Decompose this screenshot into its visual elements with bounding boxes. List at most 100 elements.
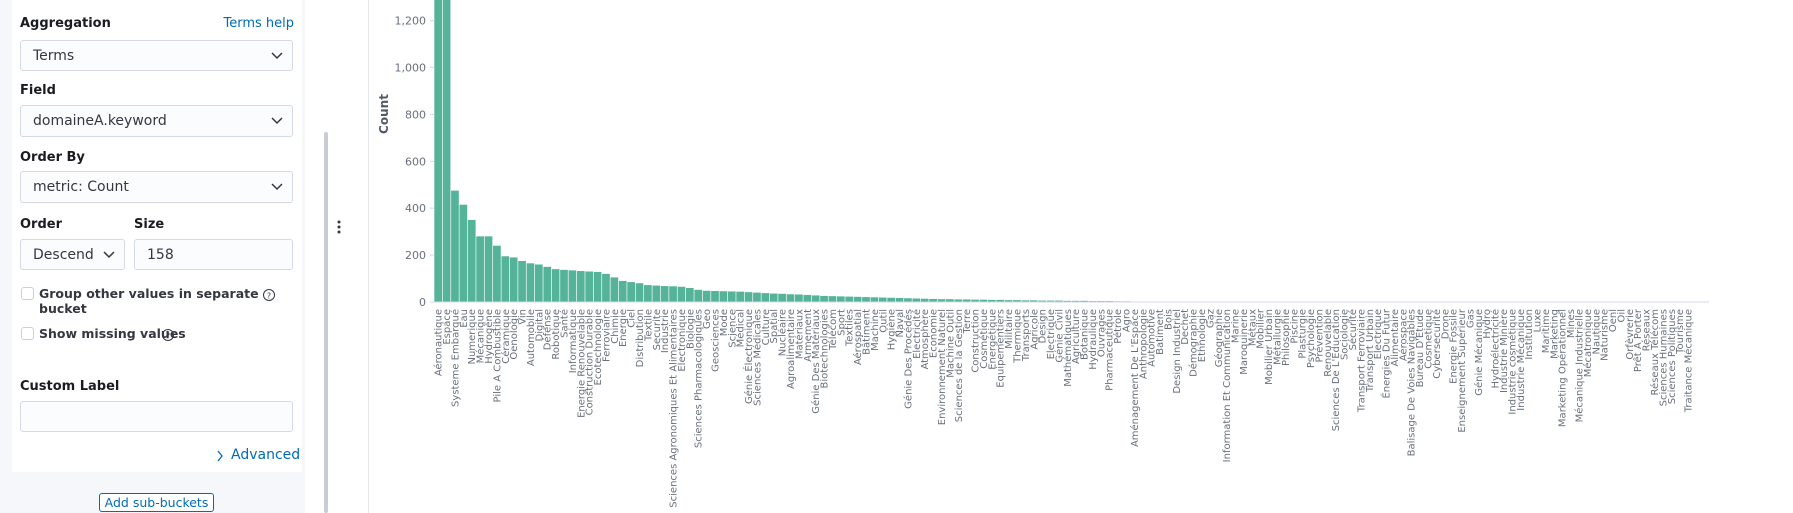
- x-tick-label: Automobile: [526, 309, 537, 366]
- x-tick-label: Génie Des Procédés: [902, 309, 914, 409]
- order-by-select[interactable]: metric: Count: [20, 171, 293, 203]
- advanced-toggle[interactable]: Advanced: [231, 447, 301, 463]
- x-tick-label: Plasturgie: [1298, 309, 1309, 359]
- bar: [644, 285, 652, 302]
- x-tick-label: Batiment: [1155, 309, 1166, 355]
- x-tick-label: Gas: [1465, 309, 1476, 328]
- x-tick-label: Construction Durable: [585, 309, 596, 415]
- x-tick-label: Sécurité: [1347, 309, 1359, 350]
- bar: [786, 294, 795, 302]
- x-tick-label: Tourisme: [1675, 309, 1686, 355]
- help-icon[interactable]: ?: [262, 288, 276, 302]
- bar: [1046, 300, 1055, 302]
- x-tick-label: Chimie: [610, 309, 621, 344]
- x-tick-label: Marketing Opérationnel: [1557, 309, 1569, 427]
- bar: [761, 293, 770, 302]
- x-tick-label: Science: [727, 309, 738, 348]
- x-tick-label: Vin: [518, 309, 529, 325]
- x-tick-label: Mines: [1566, 309, 1577, 338]
- bar: [685, 287, 694, 302]
- add-sub-buckets-button[interactable]: Add sub-buckets: [99, 493, 214, 512]
- bar: [702, 290, 711, 302]
- x-tick-label: Electronique: [677, 309, 688, 372]
- chevron: [271, 117, 283, 125]
- bar: [929, 298, 937, 302]
- x-tick-label: Aérospatial: [852, 309, 864, 365]
- x-tick-label: Equipementiers: [996, 309, 1007, 388]
- x-tick-label: Outil: [878, 309, 889, 333]
- x-tick-label: Transports: [1021, 309, 1032, 362]
- x-tick-label: Hygiène: [886, 309, 898, 350]
- x-tick-label: Energie: [618, 309, 629, 347]
- bar: [744, 292, 753, 302]
- bar: [1063, 300, 1072, 302]
- bar: [526, 263, 535, 302]
- x-tick-label: Génie Mécanique: [1473, 309, 1485, 396]
- x-tick-label: Energétique: [986, 309, 998, 370]
- y-tick-label: 1,200: [395, 15, 427, 28]
- bar: [669, 286, 677, 302]
- x-tick-label: Sciences Médicales: [751, 309, 763, 406]
- x-tick-label: Mécatronique: [1582, 309, 1594, 377]
- resize-handle[interactable]: [336, 220, 342, 236]
- aggregation-value: Terms: [33, 48, 75, 64]
- x-tick-label: Médical: [735, 309, 747, 347]
- x-tick-label: Céramique: [500, 309, 512, 364]
- help-icon[interactable]: ?: [161, 328, 175, 342]
- bar: [534, 264, 543, 302]
- chevron: [103, 251, 115, 259]
- bar: [434, 0, 443, 302]
- bar: [543, 266, 552, 302]
- x-tick-label: Électrique: [1371, 309, 1384, 359]
- x-tick-label: Energie Fossile: [1449, 309, 1460, 384]
- bar: [912, 298, 921, 302]
- x-tick-label: Génie Électronique: [742, 309, 755, 404]
- x-tick-label: Design: [1038, 309, 1049, 344]
- x-tick-label: Transport Ferroviaire: [1356, 309, 1367, 413]
- field-label: Field: [20, 83, 56, 98]
- order-value: Descend: [33, 247, 94, 263]
- x-tick-label: Renouvelable: [1323, 309, 1334, 377]
- x-tick-label: Machine Outil: [945, 309, 956, 378]
- bar: [1038, 300, 1046, 302]
- x-tick-label: Hydraulique: [1088, 309, 1099, 370]
- x-tick-label: Philosophie: [1281, 309, 1292, 366]
- x-tick-label: Drone: [1440, 309, 1451, 339]
- bar: [1055, 300, 1063, 302]
- aggregation-select[interactable]: Terms: [20, 40, 293, 71]
- field-select[interactable]: domaineA.keyword: [20, 105, 293, 137]
- bar: [811, 295, 820, 302]
- x-tick-label: Mécanique Industrielle: [1573, 309, 1585, 422]
- advanced-chevron: [217, 450, 223, 462]
- bar: [560, 269, 568, 302]
- x-tick-label: Bureau D'Etude: [1415, 309, 1426, 387]
- order-select[interactable]: Descend: [20, 239, 125, 270]
- bar: [602, 273, 610, 302]
- x-tick-label: Transport Urbain: [1365, 309, 1376, 393]
- x-tick-label: Systeme Embarqué: [449, 309, 461, 407]
- group-other-checkbox[interactable]: [21, 287, 34, 300]
- custom-label-input[interactable]: [20, 401, 293, 432]
- bar: [887, 297, 896, 302]
- terms-help-link[interactable]: Terms help: [223, 16, 294, 31]
- x-tick-label: Dechet: [1180, 309, 1191, 345]
- x-tick-label: Cybersecurité: [1431, 309, 1443, 379]
- x-tick-label: Industrie: [660, 309, 671, 353]
- x-tick-label: Pharmaceutique: [1105, 309, 1116, 391]
- x-tick-label: Bâtiment: [860, 309, 872, 355]
- size-input[interactable]: 158: [134, 239, 293, 270]
- y-tick-label: 800: [405, 108, 426, 121]
- x-tick-label: Industrie cosmétique: [1506, 309, 1518, 415]
- x-tick-label: Ouvrages: [1096, 309, 1107, 357]
- bar: [652, 285, 661, 302]
- bar: [753, 292, 761, 302]
- bar: [551, 269, 560, 302]
- x-tick-label: Santé: [559, 309, 571, 338]
- show-missing-checkbox[interactable]: [21, 327, 34, 340]
- x-tick-label: Réseaux: [1641, 309, 1653, 351]
- divider: [368, 0, 369, 513]
- svg-text:?: ?: [166, 332, 170, 341]
- x-tick-label: Réseaux Télécom: [1649, 309, 1661, 395]
- bar: [1080, 300, 1088, 302]
